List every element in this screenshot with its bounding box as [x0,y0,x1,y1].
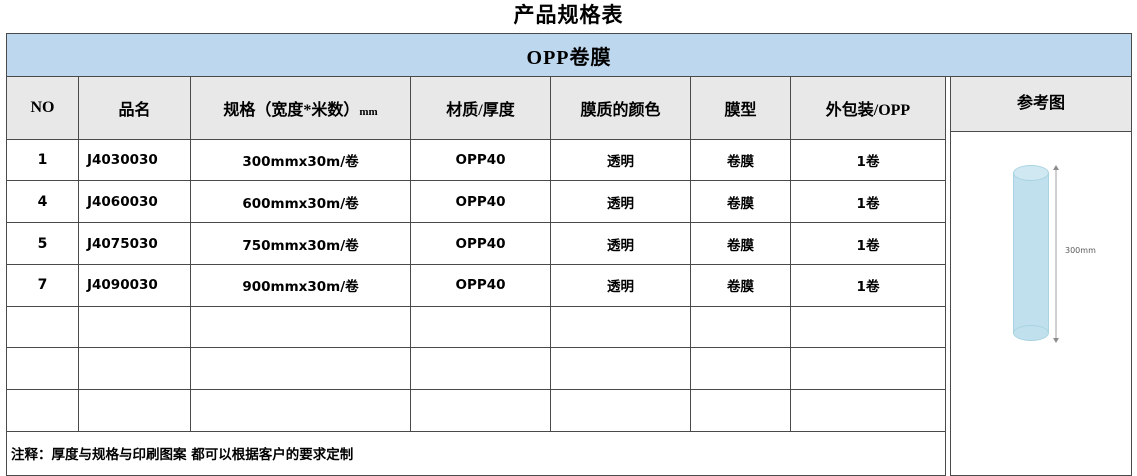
empty-cell-name [78,347,191,391]
cell-packing: 1卷 [790,180,946,224]
reference-image-column: 参考图 300mm [949,76,1133,476]
table-header-row: NO 品名 规格（宽度*米数）mm 材质/厚度 膜质的颜色 膜型 外包装/OPP… [6,76,1133,476]
dimension-label: 300mm [1065,246,1096,255]
cell-color: 透明 [550,263,691,307]
cell-packing: 1卷 [790,263,946,307]
film-roll-cylinder-icon [1013,165,1049,341]
empty-cell-material [410,305,551,349]
cell-color: 透明 [550,138,691,182]
cell-no: 7 [6,263,79,307]
empty-cell-material [410,347,551,391]
column-header-reference: 参考图 [951,77,1132,132]
cell-name: J4060030 [78,180,191,224]
empty-table-row [6,389,1132,432]
empty-cell-spec [190,389,411,432]
column-header-color: 膜质的颜色 [550,76,691,140]
cell-name: J4030030 [78,138,191,182]
table-row: 7 J4090030 900mmx30m/卷 OPP40 透明 卷膜 1卷 [6,263,1132,307]
dimension-line [1055,168,1057,340]
cell-material: OPP40 [410,138,551,182]
column-header-material: 材质/厚度 [410,76,551,140]
cell-no: 4 [6,180,79,224]
cell-spec: 300mmx30m/卷 [190,138,411,182]
product-spec-sheet: 产品规格表 OPP卷膜 NO 品名 规格（宽度*米数） [5,3,1133,476]
cell-color: 透明 [550,222,691,265]
empty-cell-packing [790,305,946,349]
banner-title: OPP卷膜 [5,33,1133,77]
empty-cell-color [550,305,691,349]
empty-cell-spec [190,347,411,391]
cell-film-type: 卷膜 [690,222,791,265]
cell-film-type: 卷膜 [690,138,791,182]
table-row: 5 J4075030 750mmx30m/卷 OPP40 透明 卷膜 1卷 [6,222,1132,265]
empty-cell-color [550,389,691,432]
empty-cell-name [78,305,191,349]
cell-name: J4090030 [78,263,191,307]
empty-cell-packing [790,347,946,391]
dimension-arrow-top-icon [1053,165,1059,170]
cell-spec: 900mmx30m/卷 [190,263,411,307]
empty-cell-no [6,389,79,432]
cylinder-top-ellipse [1013,165,1049,181]
cell-material: OPP40 [410,180,551,224]
cell-spec: 750mmx30m/卷 [190,222,411,265]
spec-table: OPP卷膜 NO 品名 规格（宽度*米数）mm 材质/厚度 膜质的颜色 膜型 外… [5,33,1133,476]
empty-cell-film-type [690,305,791,349]
page-title: 产品规格表 [513,3,624,27]
column-header-film-type: 膜型 [690,76,791,140]
cell-packing: 1卷 [790,222,946,265]
banner-row: OPP卷膜 [5,33,1133,77]
empty-cell-material [410,389,551,432]
empty-cell-packing [790,389,946,432]
reference-image-body: 300mm [951,132,1132,475]
cell-film-type: 卷膜 [690,180,791,224]
empty-cell-film-type [690,347,791,391]
dimension-annotation: 300mm [1053,165,1115,343]
cell-material: OPP40 [410,263,551,307]
column-header-spec-unit: mm [359,105,378,118]
cell-packing: 1卷 [790,138,946,182]
cell-no: 1 [6,138,79,182]
column-header-spec: 规格（宽度*米数）mm [190,76,411,140]
empty-cell-no [6,347,79,391]
column-header-packing: 外包装/OPP [790,76,946,140]
column-header-spec-text: 规格（宽度*米数） [223,101,360,119]
column-header-name: 品名 [78,76,191,140]
empty-cell-color [550,347,691,391]
spec-table-wrapper: OPP卷膜 NO 品名 规格（宽度*米数）mm 材质/厚度 膜质的颜色 膜型 外… [5,33,1133,476]
dimension-arrow-bottom-icon [1053,338,1059,343]
cell-film-type: 卷膜 [690,263,791,307]
cell-spec: 600mmx30m/卷 [190,180,411,224]
table-row: 1 J4030030 300mmx30m/卷 OPP40 透明 卷膜 1卷 [6,138,1132,182]
cell-material: OPP40 [410,222,551,265]
empty-table-row [6,305,1132,349]
empty-cell-name [78,389,191,432]
empty-cell-film-type [690,389,791,432]
empty-cell-spec [190,305,411,349]
cylinder-body [1013,173,1049,333]
cylinder-bottom-ellipse [1013,325,1049,341]
empty-cell-no [6,305,79,349]
column-header-no: NO [6,76,79,140]
cell-name: J4075030 [78,222,191,265]
cell-color: 透明 [550,180,691,224]
cell-no: 5 [6,222,79,265]
